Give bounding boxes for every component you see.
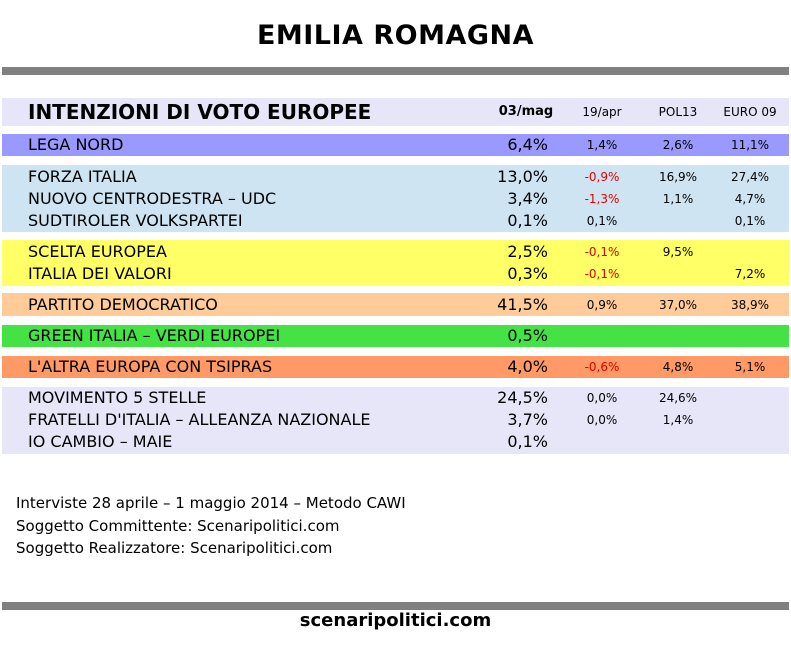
value-delta: 0,9% (586, 298, 618, 312)
party-name: L'ALTRA EUROPA CON TSIPRAS (28, 357, 273, 376)
table-row: FORZA ITALIA 13,0% -0,9% 16,9% 27,4% (2, 166, 789, 188)
party-name: FRATELLI D'ITALIA – ALLEANZA NAZIONALE (28, 410, 371, 429)
value-delta: 0,0% (586, 391, 618, 405)
value-pol13: 4,8% (662, 360, 694, 374)
value-current: 4,0% (507, 357, 548, 376)
value-current: 13,0% (497, 167, 548, 186)
party-name: IO CAMBIO – MAIE (28, 432, 173, 451)
band-tsipras (2, 356, 789, 378)
band-centrodestra (2, 165, 789, 232)
value-euro09: 27,4% (730, 170, 770, 184)
party-name: SUDTIROLER VOLKSPARTEI (28, 211, 243, 230)
value-euro09: 4,7% (734, 192, 766, 206)
band-green (2, 325, 789, 347)
table-title: INTENZIONI DI VOTO EUROPEE (28, 100, 372, 124)
value-pol13: 2,6% (662, 138, 694, 152)
value-delta: -1,3% (584, 192, 620, 206)
site-name: scenaripolitici.com (299, 610, 492, 631)
party-name: MOVIMENTO 5 STELLE (28, 388, 207, 407)
table-row: PARTITO DEMOCRATICO 41,5% 0,9% 37,0% 38,… (2, 294, 789, 316)
table-row: MOVIMENTO 5 STELLE 24,5% 0,0% 24,6% (2, 387, 789, 409)
footer-notes: Interviste 28 aprile – 1 maggio 2014 – M… (16, 492, 406, 560)
col-header-delta: 19/apr (582, 105, 622, 119)
value-current: 3,7% (507, 410, 548, 429)
table-row: SCELTA EUROPEA 2,5% -0,1% 9,5% (2, 241, 789, 263)
table-row: NUOVO CENTRODESTRA – UDC 3,4% -1,3% 1,1%… (2, 188, 789, 210)
value-current: 3,4% (507, 189, 548, 208)
table-row: IO CAMBIO – MAIE 0,1% (2, 431, 789, 453)
party-name: GREEN ITALIA – VERDI EUROPEI (28, 326, 281, 345)
col-header-current: 03/mag (498, 104, 554, 119)
value-euro09: 0,1% (734, 214, 766, 228)
value-euro09: 5,1% (734, 360, 766, 374)
table-header: INTENZIONI DI VOTO EUROPEE 03/mag 19/apr… (2, 100, 789, 124)
col-header-pol13: POL13 (658, 105, 698, 119)
party-name: LEGA NORD (28, 135, 124, 154)
value-current: 0,5% (507, 326, 548, 345)
value-current: 6,4% (507, 135, 548, 154)
party-name: PARTITO DEMOCRATICO (28, 295, 218, 314)
table-row: SUDTIROLER VOLKSPARTEI 0,1% 0,1% 0,1% (2, 210, 789, 232)
value-current: 2,5% (507, 242, 548, 261)
party-name: FORZA ITALIA (28, 167, 137, 186)
table-row: FRATELLI D'ITALIA – ALLEANZA NAZIONALE 3… (2, 409, 789, 431)
value-pol13: 9,5% (662, 245, 694, 259)
value-current: 0,1% (507, 432, 548, 451)
value-pol13: 24,6% (658, 391, 698, 405)
value-current: 0,3% (507, 264, 548, 283)
table-row: ITALIA DEI VALORI 0,3% -0,1% 7,2% (2, 263, 789, 285)
band-lega (2, 134, 789, 156)
value-current: 0,1% (507, 211, 548, 230)
value-delta: -0,6% (584, 360, 620, 374)
col-header-euro09: EURO 09 (723, 105, 777, 119)
top-divider (2, 67, 789, 75)
table-row: GREEN ITALIA – VERDI EUROPEI 0,5% (2, 325, 789, 347)
party-name: NUOVO CENTRODESTRA – UDC (28, 189, 277, 208)
value-euro09: 7,2% (734, 267, 766, 281)
value-pol13: 37,0% (658, 298, 698, 312)
survey-info: Interviste 28 aprile – 1 maggio 2014 – M… (16, 494, 406, 512)
band-centro (2, 240, 789, 286)
table-row: LEGA NORD 6,4% 1,4% 2,6% 11,1% (2, 134, 789, 156)
value-pol13: 1,1% (662, 192, 694, 206)
header-band (2, 98, 789, 126)
value-delta: 0,0% (586, 413, 618, 427)
value-pol13: 1,4% (662, 413, 694, 427)
value-delta: 1,4% (586, 138, 618, 152)
value-delta: 0,1% (586, 214, 618, 228)
value-euro09: 38,9% (730, 298, 770, 312)
page-title: EMILIA ROMAGNA (256, 20, 535, 51)
value-euro09: 11,1% (730, 138, 770, 152)
value-current: 41,5% (497, 295, 548, 314)
party-name: SCELTA EUROPEA (28, 242, 167, 261)
value-delta: -0,9% (584, 170, 620, 184)
value-current: 24,5% (497, 388, 548, 407)
party-name: ITALIA DEI VALORI (28, 264, 172, 283)
client-info: Soggetto Committente: Scenaripolitici.co… (16, 516, 340, 535)
author-info: Soggetto Realizzatore: Scenaripolitici.c… (16, 539, 333, 557)
value-delta: -0,1% (584, 245, 620, 259)
table-row: L'ALTRA EUROPA CON TSIPRAS 4,0% -0,6% 4,… (2, 356, 789, 378)
band-pd (2, 293, 789, 316)
band-others (2, 387, 789, 454)
value-delta: -0,1% (584, 267, 620, 281)
value-pol13: 16,9% (658, 170, 698, 184)
bottom-divider (2, 602, 789, 610)
